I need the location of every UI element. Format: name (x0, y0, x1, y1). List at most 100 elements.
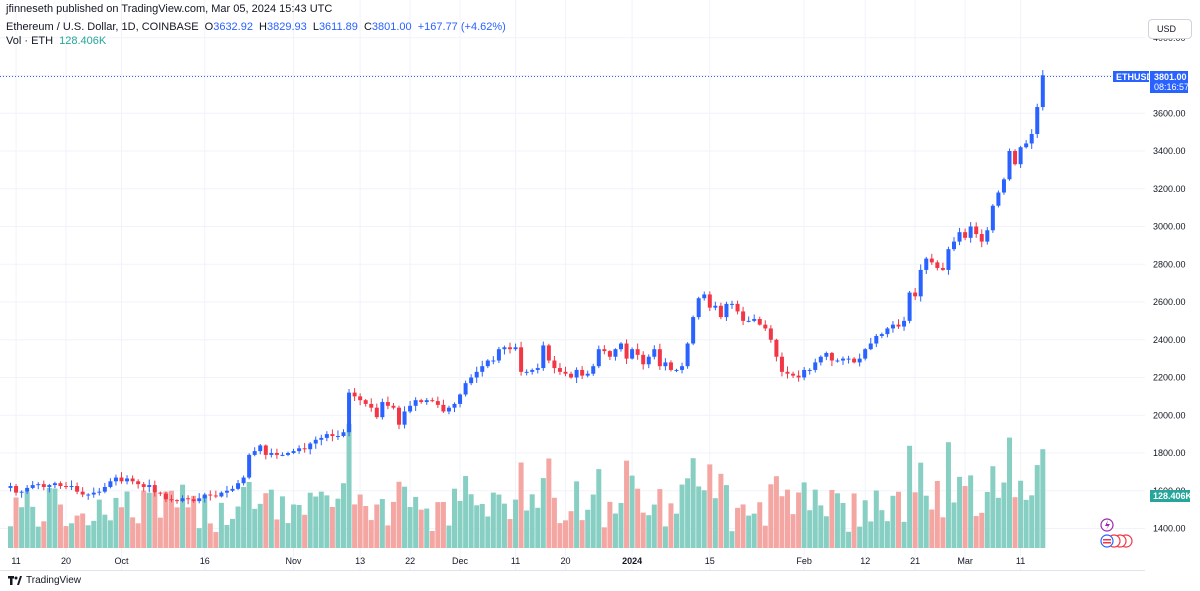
candle-body (274, 453, 279, 455)
volume-bar (990, 466, 996, 548)
high-value: 3829.93 (266, 21, 307, 33)
volume-bar (429, 531, 435, 548)
currency-button[interactable]: USD (1148, 19, 1192, 39)
volume-bar (868, 521, 874, 548)
candle-body (169, 499, 174, 501)
volume-bar (890, 495, 896, 548)
time-tick-label: 22 (405, 556, 415, 566)
volume-bar (35, 526, 41, 548)
footer-branding[interactable]: TradingView (8, 575, 81, 586)
candle-body (335, 436, 340, 438)
candle-body (252, 451, 257, 455)
time-axis[interactable]: 11 20 Oct 16 Nov 13 22 Dec 11 20 2024 15 Feb 12 21 Mar 1… (11, 556, 1025, 566)
volume-bar (346, 423, 352, 548)
volume-bar (718, 473, 724, 548)
volume-bar (235, 506, 241, 548)
candle-body (463, 383, 468, 395)
volume-bar (546, 458, 552, 548)
price-tick-label: 1400.00 (1153, 524, 1186, 534)
volume-bar (285, 523, 291, 548)
candle-body (774, 339, 779, 357)
price-tick-label: 2400.00 (1153, 335, 1186, 345)
volume-bar (230, 518, 235, 548)
candle-body (968, 226, 973, 238)
volume-bar (274, 519, 280, 548)
volume-bar (307, 492, 313, 548)
candle-body (990, 205, 995, 231)
candle-body (41, 484, 46, 487)
candle-body (680, 366, 685, 370)
volume-bar (335, 498, 341, 548)
change-value: +167.77 (+4.62%) (417, 21, 506, 33)
volume-bar (19, 507, 25, 548)
candle-body (713, 305, 718, 308)
candle-body (430, 400, 435, 402)
volume-bar (657, 489, 663, 548)
candle-body (646, 356, 651, 365)
volume-bar (1018, 480, 1024, 548)
volume-bar (862, 500, 868, 548)
candle-body (874, 335, 879, 344)
volume-bar (679, 484, 685, 548)
volume-bar (701, 490, 707, 548)
time-tick-label: 2024 (622, 556, 642, 566)
volume-bar (257, 503, 263, 548)
volume-bar (1029, 495, 1035, 548)
volume-bar (485, 516, 491, 548)
volume-bar (218, 502, 224, 548)
candle-body (868, 343, 873, 350)
volume-bar (202, 495, 208, 548)
volume-bar (579, 520, 585, 548)
candle-body (241, 477, 246, 484)
candle-body (130, 478, 135, 482)
grid-lines (0, 0, 1145, 570)
price-tick-label: 2800.00 (1153, 259, 1186, 269)
volume-bar (1001, 482, 1007, 548)
candle-body (857, 358, 862, 363)
volume-bar (501, 503, 507, 548)
candle-body (14, 486, 19, 493)
volume-bar (57, 504, 63, 548)
candle-body (524, 371, 529, 373)
volume-bar (152, 493, 158, 548)
candle-body (696, 298, 701, 318)
candle-body (163, 493, 168, 500)
candle-body (113, 477, 118, 482)
volume-bar (113, 497, 119, 548)
candle-body (52, 483, 57, 486)
volume-bar (662, 526, 668, 548)
candle-body (352, 392, 357, 397)
candle-body (446, 407, 451, 412)
time-tick-label: 11 (511, 556, 520, 566)
volume-bar (746, 515, 752, 548)
candle-body (979, 234, 984, 242)
volume-bar (834, 493, 840, 548)
candle-body (596, 349, 601, 367)
candle-body (330, 434, 335, 437)
candle-body (269, 453, 274, 455)
volume-bar (901, 521, 907, 548)
volume-bar (268, 489, 274, 548)
volume-legend[interactable]: Vol · ETH 128.406K (6, 35, 109, 47)
volume-bar (735, 507, 741, 548)
candle-body (224, 490, 229, 493)
volume-bar (690, 458, 696, 548)
us-flag-event-icon[interactable] (1100, 534, 1114, 548)
candle-body (652, 349, 657, 357)
event-markers[interactable] (1100, 518, 1133, 548)
volume-bar (513, 499, 519, 548)
volume-bar (291, 504, 297, 548)
volume-bar (846, 531, 852, 548)
volume-bar (829, 489, 835, 548)
volume-bar (224, 524, 230, 548)
volume-bar (540, 478, 546, 548)
candle-body (668, 362, 673, 370)
candle-body (635, 349, 640, 355)
candle-body (791, 373, 796, 376)
candle-body (735, 303, 740, 312)
candle-body (785, 371, 790, 374)
candle-body (607, 351, 612, 357)
symbol-legend[interactable]: Ethereum / U.S. Dollar, 1D, COINBASE O36… (6, 21, 509, 33)
volume-bar (463, 476, 469, 548)
